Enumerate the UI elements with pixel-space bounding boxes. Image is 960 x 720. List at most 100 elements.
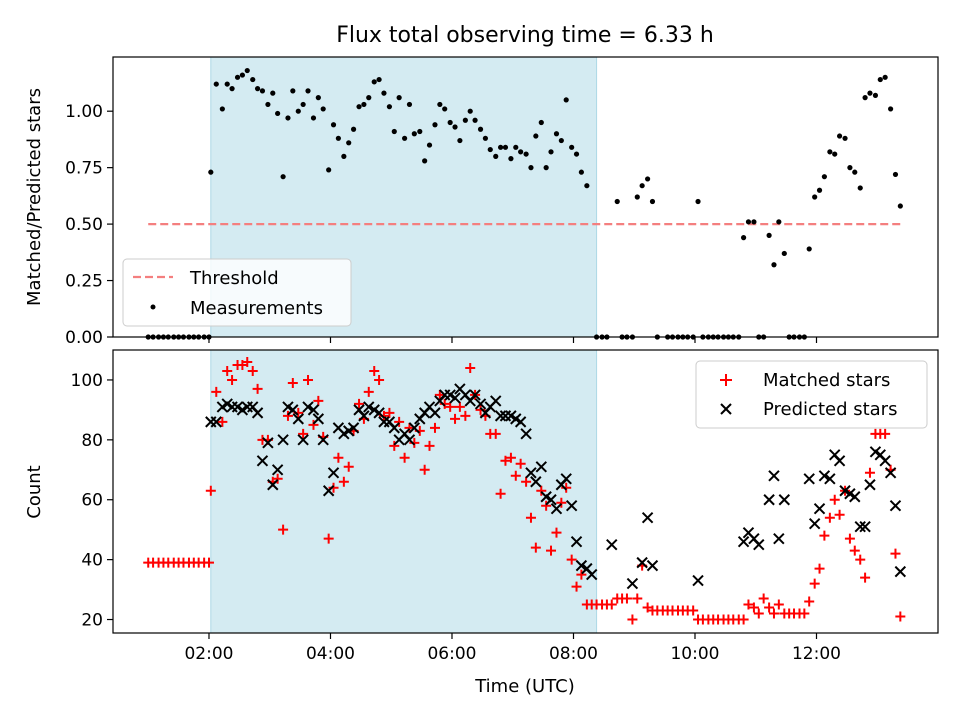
measurement-point xyxy=(477,126,484,132)
predicted-star-point xyxy=(292,413,304,425)
legend-predicted-swatch xyxy=(720,403,732,415)
predicted-star-point xyxy=(262,437,274,449)
matched-star-point xyxy=(834,509,845,520)
predicted-star-point xyxy=(879,455,891,467)
measurement-point xyxy=(391,128,397,135)
measurement-point xyxy=(892,171,899,178)
measurement-point xyxy=(513,144,519,150)
matched-star-point xyxy=(606,599,617,610)
predicted-star-point xyxy=(267,479,279,491)
bottom-axis-ticks: 02:00 04:00 06:00 08:00 10:00 12:00 20 40 60 80 10… xyxy=(71,371,841,664)
measurement-point xyxy=(888,106,894,112)
measurement-point xyxy=(254,86,261,92)
matched-star-point xyxy=(374,374,385,385)
measurement-point xyxy=(402,135,408,141)
matched-star-point xyxy=(445,401,456,412)
matched-star-point xyxy=(363,386,374,397)
matched-star-point xyxy=(434,389,445,400)
predicted-stars-series xyxy=(205,383,907,590)
matched-star-point xyxy=(282,410,293,421)
measurement-point xyxy=(584,183,590,189)
matched-star-point xyxy=(303,374,314,385)
predicted-star-point xyxy=(560,473,572,485)
matched-star-point xyxy=(490,428,501,439)
matched-star-point xyxy=(378,410,389,421)
matched-star-point xyxy=(764,602,775,613)
measurement-point xyxy=(320,106,326,112)
measurement-point xyxy=(315,95,321,101)
matched-star-point xyxy=(551,527,562,538)
matched-star-point xyxy=(272,473,283,484)
matched-star-point xyxy=(399,452,410,463)
legend-measurements-swatch xyxy=(150,304,156,310)
predicted-star-point xyxy=(636,556,648,569)
measurement-point xyxy=(766,232,772,238)
matched-star-point xyxy=(424,440,435,451)
matched-star-point xyxy=(566,554,577,565)
matched-star-point xyxy=(768,608,779,619)
measurement-point xyxy=(872,92,879,98)
measurement-point xyxy=(224,81,230,87)
measurement-point xyxy=(244,67,250,74)
predicted-star-point xyxy=(449,392,461,404)
predicted-star-point xyxy=(210,416,222,428)
measurement-point xyxy=(462,117,468,123)
predicted-star-point xyxy=(833,455,846,467)
predicted-star-point xyxy=(641,511,654,524)
y-tick-label: 1.00 xyxy=(65,102,103,122)
measurement-point xyxy=(528,165,534,171)
measurement-point xyxy=(467,108,473,114)
measurement-point xyxy=(821,174,827,180)
predicted-star-point xyxy=(773,532,785,545)
x-tick-label: 06:00 xyxy=(427,644,476,664)
measurement-point xyxy=(832,151,838,157)
y-tick-label: 80 xyxy=(81,431,103,451)
matched-star-point xyxy=(804,596,815,607)
measurement-point xyxy=(897,203,903,209)
measurement-point xyxy=(280,174,286,180)
matched-star-point xyxy=(343,461,354,472)
bottom-xlabel: Time (UTC) xyxy=(474,676,575,697)
predicted-star-point xyxy=(490,395,502,407)
observing-span-rect xyxy=(210,349,598,634)
matched-star-point xyxy=(880,428,891,439)
predicted-star-point xyxy=(570,535,583,548)
predicted-star-point xyxy=(864,479,876,491)
predicted-star-point xyxy=(854,520,866,533)
measurement-point xyxy=(396,95,402,101)
x-tick-label: 08:00 xyxy=(549,644,598,664)
measurement-point xyxy=(553,131,560,137)
measurement-point xyxy=(426,142,433,148)
legend-matched-label: Matched stars xyxy=(763,370,890,391)
matched-star-point xyxy=(510,470,521,481)
measurement-point xyxy=(275,110,281,117)
measurement-point xyxy=(472,117,478,123)
measurement-point xyxy=(432,122,438,128)
measurement-point xyxy=(745,219,752,225)
predicted-star-point xyxy=(565,500,578,512)
matched-star-point xyxy=(247,365,258,376)
measurement-point xyxy=(361,101,367,108)
matched-star-point xyxy=(773,599,784,610)
measurement-point xyxy=(816,187,823,193)
measurement-point xyxy=(649,198,656,205)
measurement-point xyxy=(533,133,539,139)
matched-star-point xyxy=(211,386,222,397)
matched-star-point xyxy=(849,545,860,556)
predicted-star-point xyxy=(429,407,441,419)
predicted-star-point xyxy=(818,470,831,482)
measurement-point xyxy=(376,76,382,83)
measurement-point xyxy=(502,144,509,150)
measurement-point xyxy=(538,119,544,126)
y-tick-label: 0.00 xyxy=(65,328,103,348)
matched-star-point xyxy=(829,494,840,505)
matched-star-point xyxy=(222,365,233,376)
matched-star-point xyxy=(521,476,532,487)
top-legend: Threshold Measurements xyxy=(122,258,352,327)
matched-star-point xyxy=(333,452,344,463)
x-tick-label: 04:00 xyxy=(306,644,355,664)
measurement-point xyxy=(270,90,276,96)
matched-star-point xyxy=(227,374,238,385)
matched-star-point xyxy=(389,440,400,451)
top-legend-box xyxy=(122,258,352,327)
